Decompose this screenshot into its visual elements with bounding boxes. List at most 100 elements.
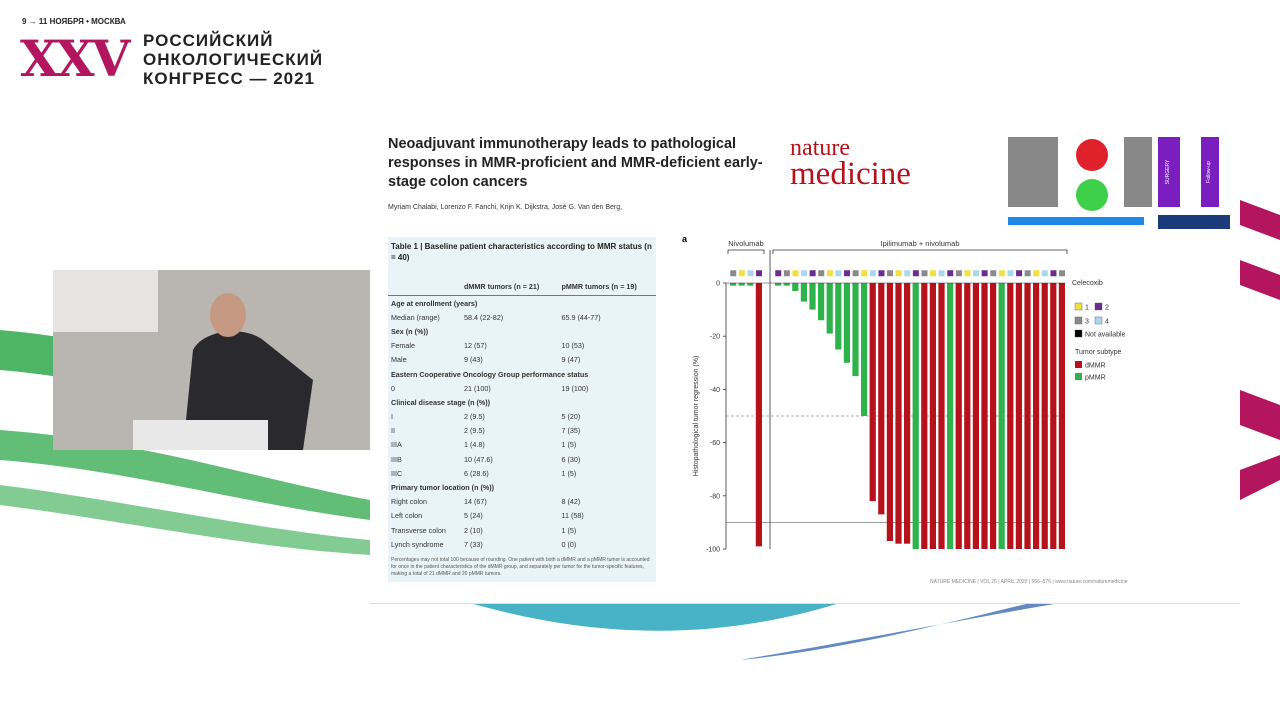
wave [470,603,840,631]
table-cell: 65.9 (44-77) [561,312,601,322]
bar [895,283,902,544]
legend-label: dMMR [1085,363,1106,370]
section-row: Clinical disease stage (n (%)) [388,395,656,409]
celecoxib-square [955,269,963,277]
celecoxib-square [938,269,946,277]
speaker-video [53,270,370,450]
table-cell: 19 (100) [561,383,589,393]
bar [921,283,928,549]
table-cell: 0 [391,383,395,393]
table-cell: Female [391,341,415,351]
diagram-label: SURGERY [1165,159,1171,184]
celecoxib-square [920,269,928,277]
y-tick-label: 0 [716,281,720,288]
journal-word: nature [790,135,850,161]
authors: Myriam Chalabi, Lorenzo F. Fanchi, Krijn… [388,204,623,211]
table-row: IIIC 6 (28.6) 1 (5) [388,466,656,480]
screen [53,270,158,332]
table-cell: 2 (9.5) [464,426,485,436]
paper-title: Neoadjuvant immunotherapy leads to patho… [388,136,763,190]
celecoxib-square [774,269,782,277]
table-cell: 5 (20) [561,412,581,422]
header-cell: pMMR tumors (n = 19) [558,267,656,296]
bar [1007,283,1014,549]
y-tick-label: -20 [710,334,720,341]
bar [904,283,911,544]
celecoxib-square [1032,269,1040,277]
event-name: РОССИЙСКИЙ ОНКОЛОГИЧЕСКИЙ КОНГРЕСС — 202… [143,31,323,88]
table-row: IIIA 1 (4.8) 1 (5) [388,438,656,452]
celecoxib-square [1041,269,1049,277]
table-cell: Median (range) [391,312,440,322]
table-cell: Male [391,355,407,365]
celecoxib-square [963,269,971,277]
header-cell: dMMR tumors (n = 21) [461,267,559,296]
legend-swatch [1074,302,1083,311]
celecoxib-square [981,269,989,277]
group-bracket [772,249,1068,254]
arrow [1008,217,1144,225]
table-cell: IIIA [391,440,402,450]
table-cell: 7 (35) [561,426,581,436]
celecoxib-square [834,269,842,277]
bar [972,283,979,549]
bar [755,283,762,547]
celecoxib-square [1015,269,1023,277]
journal-word: medicine [790,156,911,192]
legend-label: Not available [1085,332,1126,339]
bar [730,283,737,286]
note [1158,215,1230,229]
circle [1076,139,1108,171]
bar [843,283,850,363]
legend-title: Tumor subtype [1075,349,1122,356]
table-cell: 14 (67) [464,497,487,507]
celecoxib-square [1024,269,1032,277]
event-dates: 9 → 11 НОЯБРЯ • МОСКВА [22,17,126,26]
celecoxib-square [946,269,954,277]
bar [835,283,842,350]
table-cell: IIIC [391,468,403,478]
bar [747,283,754,286]
bar [1050,283,1057,549]
bar [809,283,816,310]
legend-swatch [1075,361,1082,368]
section-row: Eastern Cooperative Oncology Group perfo… [388,367,656,381]
table-cell: 9 (47) [561,355,581,365]
celecoxib-square [1049,269,1057,277]
slide: Neoadjuvant immunotherapy leads to patho… [370,115,1240,604]
table-row: I 2 (9.5) 5 (20) [388,410,656,424]
bar [818,283,825,321]
table-cell: 58.4 (22-82) [464,312,504,322]
table-cell: 12 (57) [464,341,487,351]
table-row: Lynch syndrome 7 (33) 0 (0) [388,537,656,551]
bar [738,283,745,286]
bar [826,283,833,334]
group-label: Nivolumab [728,239,763,248]
bar [981,283,988,549]
table-cell: II [391,426,395,436]
celecoxib-label: Celecoxib [1072,280,1103,287]
group-label: Ipilimumab + nivolumab [881,239,960,248]
bar [1015,283,1022,549]
table-cell: 11 (58) [561,511,584,521]
header-cell [388,267,462,296]
celecoxib-square [791,269,799,277]
legend-swatch [1074,329,1083,338]
bar [955,283,962,549]
table-title: Table 1 | Baseline patient characteristi… [391,242,652,262]
head [210,293,246,337]
logo: XXV [20,29,130,88]
table-cell: Right colon [391,497,427,507]
box [1008,137,1058,207]
y-tick-label: -80 [710,493,720,500]
legend-label: 3 [1085,319,1089,326]
celecoxib-square [783,269,791,277]
table-cell: 10 (47.6) [464,454,493,464]
bar [869,283,876,502]
celecoxib-square [895,269,903,277]
celecoxib-square [843,269,851,277]
celecoxib-square [972,269,980,277]
wave [0,485,370,555]
celecoxib-square [826,269,834,277]
